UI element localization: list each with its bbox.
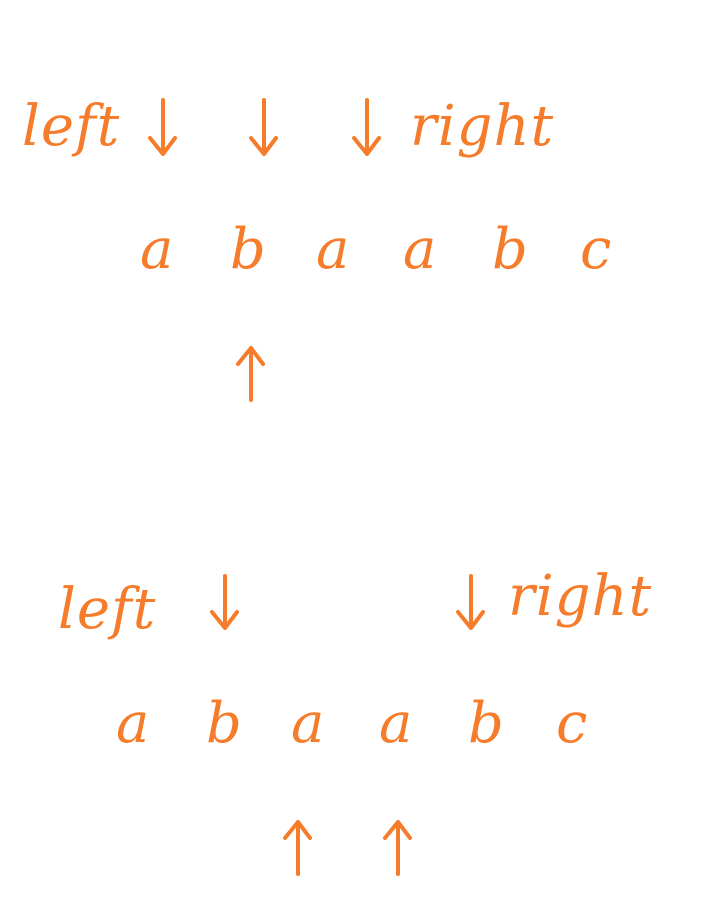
bottom-diagram: left right a b a a b c — [58, 564, 652, 876]
bottom-letter-2: a — [291, 691, 324, 756]
bottom-letter-3: a — [379, 691, 412, 756]
top-letter-0: a — [140, 217, 173, 282]
top-right-label: right — [410, 94, 554, 159]
top-left-pointer-arrow — [148, 98, 177, 156]
top-middle-pointer-arrow — [249, 98, 278, 156]
top-letter-2: a — [316, 217, 349, 282]
bottom-left-pointer-arrow — [210, 574, 239, 630]
bottom-right-pointer-arrow — [456, 574, 485, 630]
bottom-letter-0: a — [116, 691, 149, 756]
top-letter-4: b — [492, 217, 528, 282]
top-letter-3: a — [403, 217, 436, 282]
top-right-pointer-arrow — [352, 98, 381, 156]
top-letter-1: b — [230, 217, 266, 282]
bottom-letter-5: c — [556, 691, 587, 756]
bottom-right-label: right — [508, 564, 652, 629]
top-current-pointer-arrow — [236, 346, 265, 402]
bottom-second-current-arrow — [383, 820, 412, 876]
top-letter-5: c — [580, 217, 611, 282]
bottom-left-label: left — [58, 577, 156, 642]
bottom-first-current-arrow — [283, 820, 312, 876]
top-left-label: left — [22, 94, 120, 159]
top-diagram: left right a b a a b c — [22, 94, 611, 402]
bottom-letter-4: b — [468, 691, 504, 756]
bottom-letter-1: b — [206, 691, 242, 756]
